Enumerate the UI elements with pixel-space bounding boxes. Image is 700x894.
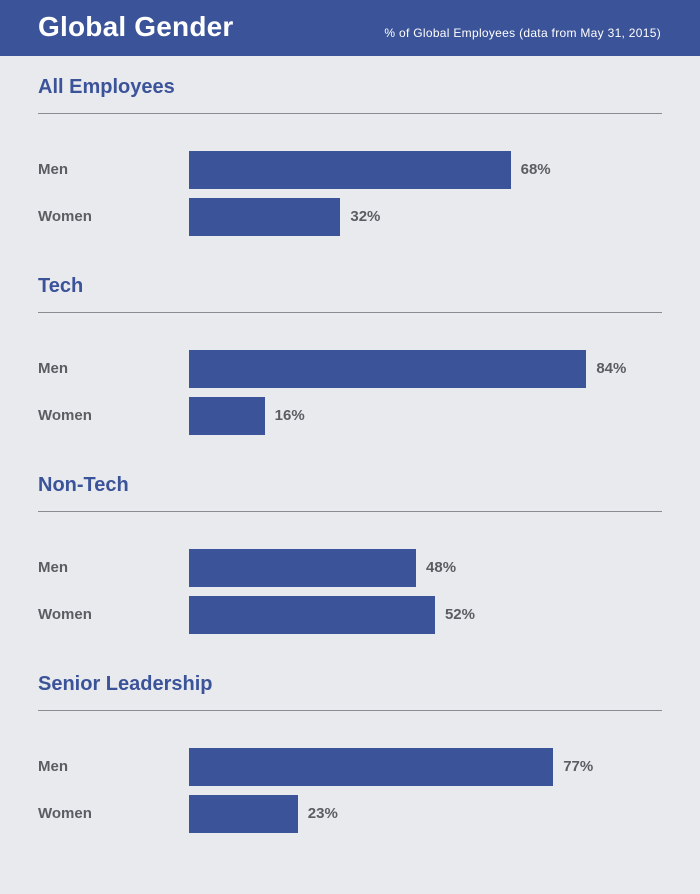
category-label-women: Women	[38, 805, 92, 822]
category-label-men: Men	[38, 559, 68, 576]
bar-men	[189, 151, 511, 189]
bar-women	[189, 795, 298, 833]
value-label-women: 23%	[307, 805, 338, 822]
value-label-men: 77%	[563, 758, 594, 775]
category-label-women: Women	[38, 606, 92, 623]
value-label-men: 48%	[426, 559, 457, 576]
chart-title: All Employees	[38, 76, 175, 98]
page-title: Global Gender	[38, 11, 234, 42]
category-label-men: Men	[38, 758, 68, 775]
bar-women	[189, 397, 265, 435]
bar-women	[189, 596, 435, 634]
category-label-women: Women	[38, 208, 92, 225]
section-divider	[38, 113, 662, 114]
chart-title: Senior Leadership	[38, 673, 213, 695]
category-label-men: Men	[38, 161, 68, 178]
section-divider	[38, 710, 662, 711]
header-banner: Global Gender % of Global Employees (dat…	[0, 0, 700, 56]
bar-men	[189, 549, 417, 587]
chart-section-non-tech: Non-Tech Men 48% Women 52%	[0, 455, 700, 654]
value-label-women: 32%	[350, 208, 381, 225]
bar-men	[189, 350, 587, 388]
value-label-women: 52%	[444, 606, 475, 623]
value-label-men: 68%	[520, 161, 551, 178]
bar-men	[189, 748, 554, 786]
category-label-men: Men	[38, 360, 68, 377]
chart-section-senior-leadership: Senior Leadership Men 77% Women 23%	[0, 654, 700, 853]
chart-section-all-employees: All Employees Men 68% Women 32%	[0, 57, 700, 256]
bar-women	[189, 198, 341, 236]
chart-title: Non-Tech	[38, 474, 129, 496]
page-subtitle: % of Global Employees (data from May 31,…	[384, 26, 661, 40]
chart-section-tech: Tech Men 84% Women 16%	[0, 256, 700, 455]
section-divider	[38, 511, 662, 512]
value-label-men: 84%	[596, 360, 627, 377]
chart-title: Tech	[38, 275, 84, 297]
section-divider	[38, 312, 662, 313]
value-label-women: 16%	[274, 407, 305, 424]
category-label-women: Women	[38, 407, 92, 424]
